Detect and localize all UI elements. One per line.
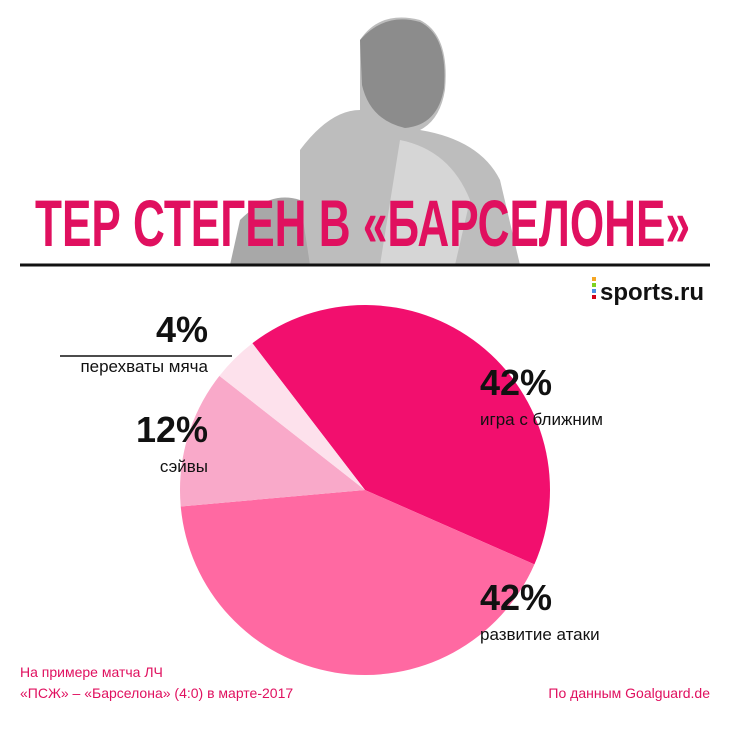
pie-slice — [219, 343, 365, 490]
slice-label: сэйвы — [160, 457, 208, 476]
pie-slice — [180, 490, 535, 676]
value-label: 42% — [480, 577, 552, 618]
slice-label: игра с ближним — [480, 410, 603, 429]
value-label: 12% — [136, 409, 208, 450]
pie-slice — [252, 305, 550, 565]
pie — [180, 305, 550, 676]
player-photo — [230, 17, 520, 265]
title: ТЕР СТЕГЕН В «БАРСЕЛОНЕ» — [35, 186, 690, 260]
source: По данным Goalguard.de — [548, 685, 710, 701]
logo: sports.ru — [592, 277, 704, 306]
slice-label: перехваты мяча — [80, 357, 208, 376]
footnote: На примере матча ЛЧ — [20, 664, 163, 680]
footnote: «ПСЖ» – «Барселона» (4:0) в марте-2017 — [20, 685, 293, 701]
pie-slice — [180, 375, 365, 507]
value-label: 4% — [156, 309, 208, 350]
logo-text: sports.ru — [600, 279, 704, 306]
value-label: 42% — [480, 362, 552, 403]
slice-label: развитие атаки — [480, 625, 600, 644]
